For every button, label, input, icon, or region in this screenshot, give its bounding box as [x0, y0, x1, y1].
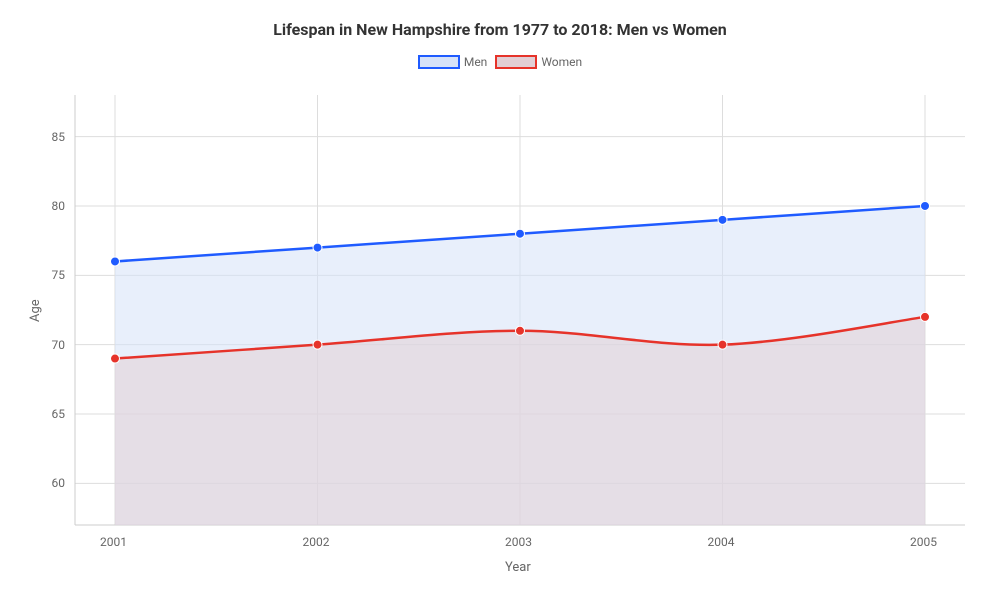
- plot-area: [0, 0, 1000, 600]
- y-tick-label: 75: [52, 268, 66, 282]
- y-tick-label: 85: [52, 130, 66, 144]
- y-tick-label: 65: [52, 407, 66, 421]
- x-axis-label: Year: [505, 560, 531, 575]
- x-tick-label: 2005: [910, 535, 937, 549]
- x-tick-label: 2004: [708, 535, 735, 549]
- x-tick-label: 2002: [303, 535, 330, 549]
- y-tick-label: 60: [52, 476, 66, 490]
- x-tick-label: 2001: [100, 535, 127, 549]
- y-tick-label: 70: [52, 338, 66, 352]
- y-tick-label: 80: [52, 199, 66, 213]
- x-tick-label: 2003: [505, 535, 532, 549]
- chart-container: Lifespan in New Hampshire from 1977 to 2…: [0, 0, 1000, 600]
- y-axis-label: Age: [28, 299, 43, 322]
